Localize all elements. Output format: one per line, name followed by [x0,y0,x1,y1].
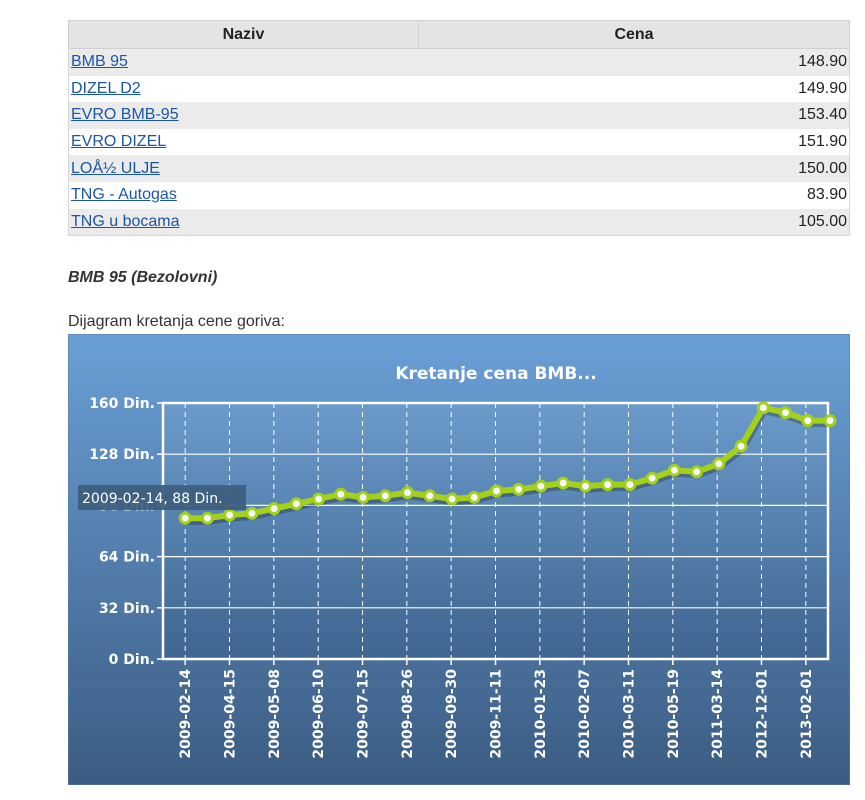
x-tick-label: 2009-07-15 [356,669,372,759]
data-point[interactable] [401,486,414,500]
data-point[interactable] [467,490,481,504]
fuel-section-title: BMB 95 (Bezolovni) [68,269,218,286]
fuel-link[interactable]: BMB 95 [71,53,128,71]
data-point[interactable] [578,479,592,493]
x-axis: 2009-02-14 2009-04-15 2009-05-08 2009-06-10… [178,659,815,759]
table-row: DIZEL D2 149.90 [68,75,850,103]
data-point[interactable] [756,401,770,415]
data-point[interactable] [779,406,792,420]
x-tick-label: 2009-06-10 [311,669,327,759]
y-tick-label: 160 Din. [89,396,155,412]
x-tick-label: 2010-01-23 [533,669,549,759]
chart-caption: Dijagram kretanja cene goriva: [68,313,285,330]
data-point[interactable] [734,439,748,453]
data-point[interactable] [667,463,681,477]
fuel-price-cell: 83.90 [418,181,850,209]
column-header-name[interactable]: Naziv [68,20,419,49]
data-point[interactable] [490,484,503,498]
data-point[interactable] [801,414,815,428]
chart-tooltip: 2009-02-14, 88 Din. [78,485,246,510]
series-bmb95[interactable] [178,401,837,525]
data-point[interactable] [200,511,214,525]
x-tick-label: 2009-05-08 [267,669,283,759]
x-tick-label: 2009-08-26 [400,669,416,759]
data-point[interactable] [823,414,837,428]
fuel-link[interactable]: EVRO DIZEL [71,133,167,151]
data-point[interactable] [534,479,548,493]
tooltip-box [78,485,246,510]
data-point[interactable] [334,487,348,501]
y-axis: 0 Din.32 Din.64 Din.96 Din.128 Din.160 D… [89,396,163,668]
fuel-link[interactable]: DIZEL D2 [71,79,141,97]
fuel-name-cell: EVRO BMB-95 [68,102,419,129]
x-tick-label: 2011-03-14 [710,669,726,759]
price-chart[interactable]: Kretanje cena BMB... 0 Din. 32 Din. 64 Din… [68,334,850,785]
data-point[interactable] [445,492,459,506]
fuel-price-cell: 150.00 [418,155,850,182]
fuel-link[interactable]: TNG - Autogas [71,186,177,204]
data-point[interactable] [356,490,370,504]
data-point[interactable] [601,478,615,492]
price-chart-svg[interactable]: Kretanje cena BMB... 0 Din. 32 Din. 64 Din… [68,334,850,785]
data-point[interactable] [267,502,281,516]
y-tick-label: 32 Din. [99,601,155,617]
x-tick-label: 2010-03-11 [622,669,638,759]
table-header-row: Naziv Cena [68,20,850,49]
fuel-link[interactable]: LOÅ½ ULJE [71,159,160,177]
fuel-price-cell: 148.90 [418,48,850,76]
fuel-name-cell: LOÅ½ ULJE [68,155,419,182]
fuel-name-cell: BMB 95 [68,48,419,76]
data-point[interactable] [556,476,570,490]
data-point[interactable] [245,506,259,520]
fuel-link[interactable]: EVRO BMB-95 [71,106,179,124]
fuel-price-table: Naziv Cena BMB 95 148.90 DIZEL D2 149.90… [68,20,850,237]
fuel-price-cell: 149.90 [418,75,850,103]
y-tick-label: 64 Din. [99,550,155,566]
table-row: TNG u bocama 105.00 [68,208,850,236]
x-tick-label: 2009-02-14 [178,669,194,759]
x-tick-label: 2010-05-19 [666,669,682,759]
column-header-price[interactable]: Cena [418,20,850,49]
fuel-link[interactable]: TNG u bocama [71,212,180,230]
x-tick-label: 2009-11-11 [489,669,505,759]
x-tick-label: 2009-09-30 [444,669,460,759]
table-row: TNG - Autogas 83.90 [68,181,850,209]
fuel-name-cell: TNG - Autogas [68,181,419,209]
data-point[interactable] [690,465,704,479]
x-tick-label: 2012-12-01 [755,669,771,759]
data-point[interactable] [423,489,437,503]
x-tick-label: 2009-04-15 [223,669,239,759]
fuel-price-cell: 151.90 [418,128,850,156]
y-tick-label: 128 Din. [89,447,155,463]
table-row: LOÅ½ ULJE 150.00 [68,155,850,182]
x-tick-label: 2013-02-01 [799,669,815,759]
data-point[interactable] [178,511,192,525]
y-tick-label: 0 Din. [109,652,155,668]
data-point[interactable] [289,497,303,511]
data-point[interactable] [223,508,237,522]
fuel-price-cell: 153.40 [418,102,850,129]
data-point[interactable] [312,492,326,506]
data-point[interactable] [645,471,659,485]
chart-title: Kretanje cena BMB... [395,364,596,384]
fuel-name-cell: EVRO DIZEL [68,128,419,156]
data-point[interactable] [378,489,392,503]
fuel-name-cell: DIZEL D2 [68,75,419,103]
x-tick-label: 2010-02-07 [577,669,593,759]
fuel-price-cell: 105.00 [418,208,850,236]
table-row: BMB 95 148.90 [68,48,850,76]
data-point[interactable] [623,478,637,492]
table-row: EVRO BMB-95 153.40 [68,102,850,129]
data-point[interactable] [512,482,526,496]
tooltip-text: 2009-02-14, 88 Din. [82,491,223,507]
table-row: EVRO DIZEL 151.90 [68,128,850,156]
data-point[interactable] [712,457,726,471]
fuel-name-cell: TNG u bocama [68,208,419,236]
